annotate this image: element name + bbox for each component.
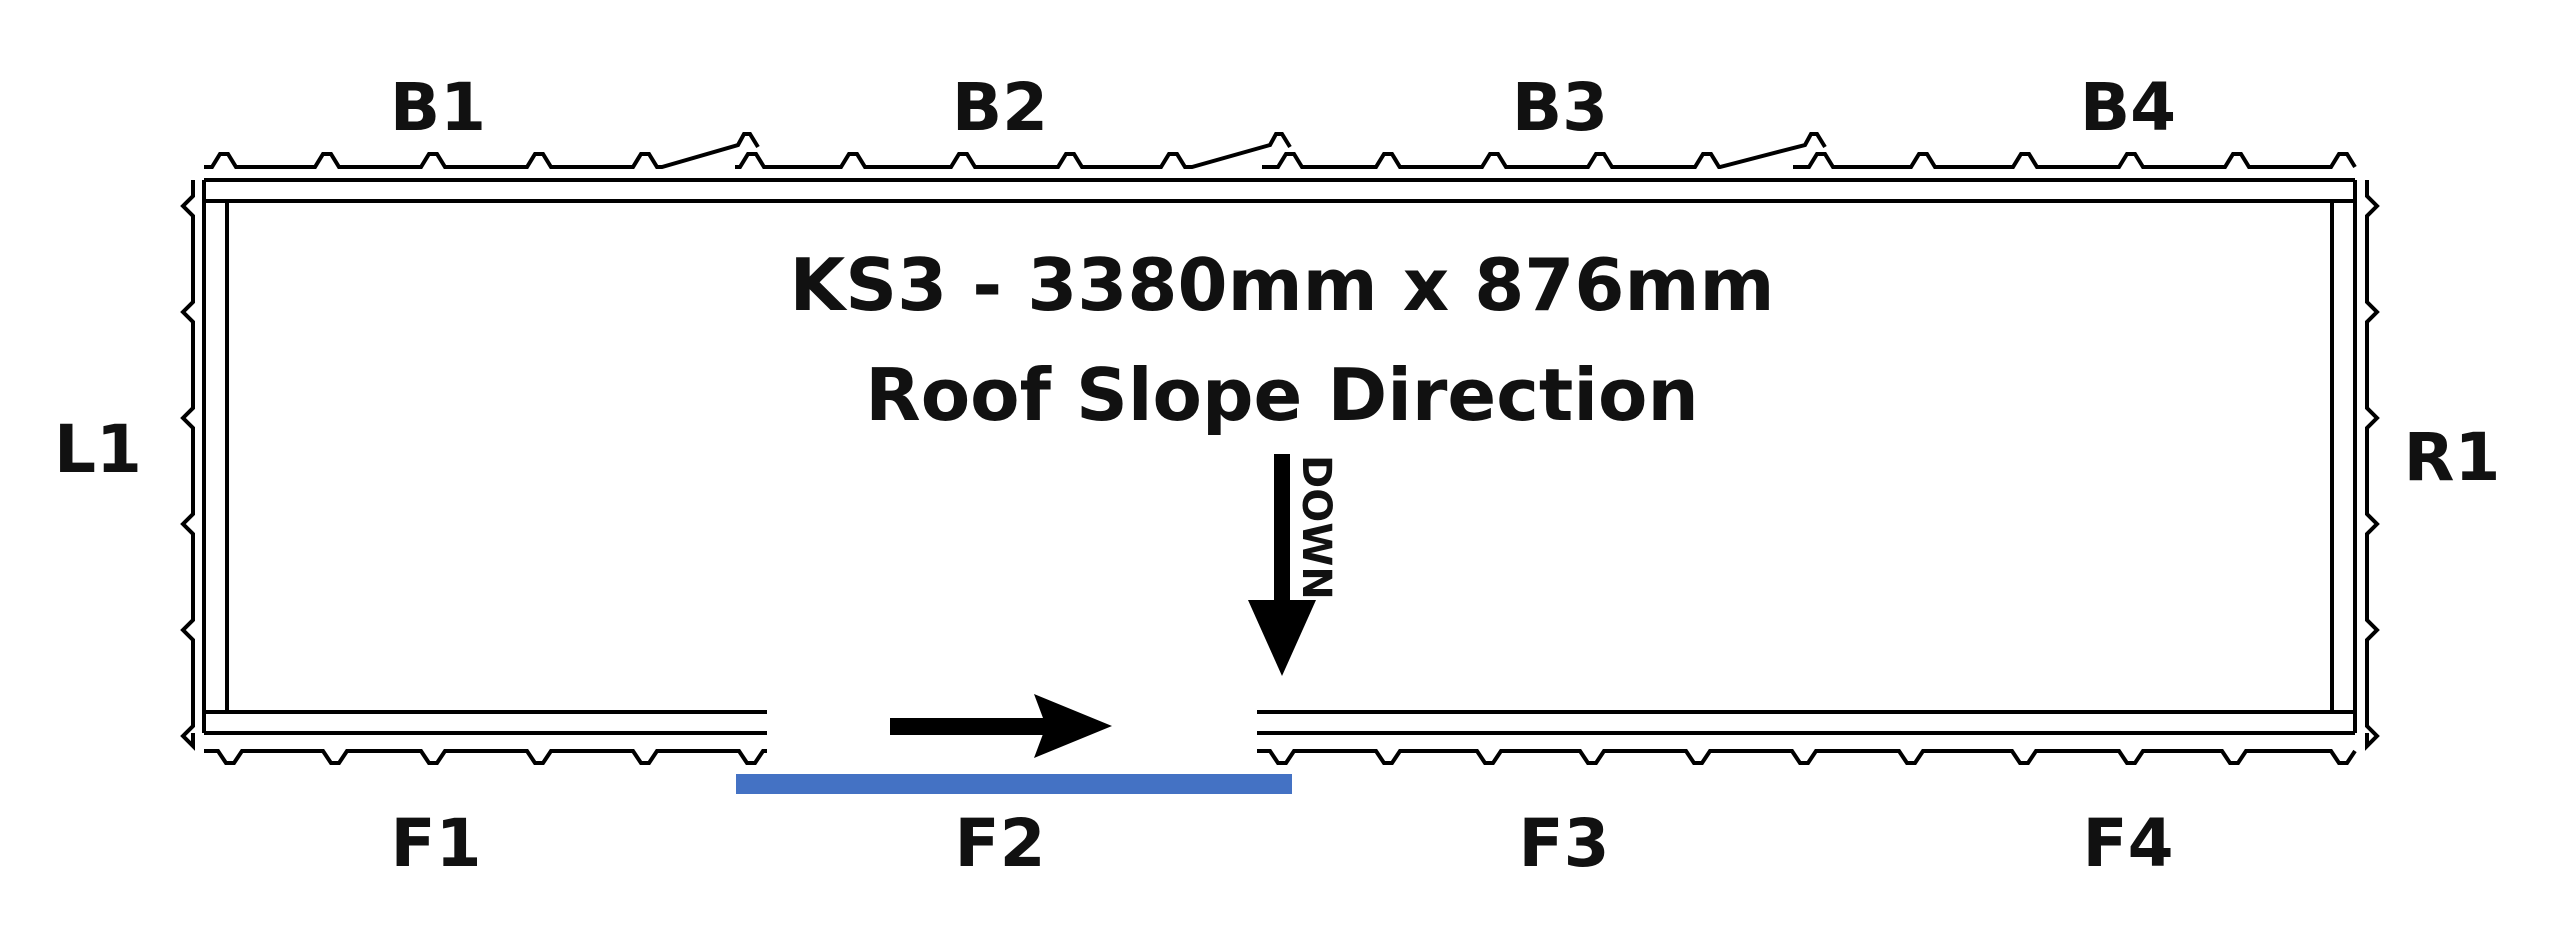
diagram-subtitle: Roof Slope Direction <box>865 353 1698 437</box>
right-arrow-shaft <box>890 718 1050 735</box>
back-sheet-profile-1 <box>204 132 760 169</box>
down-arrow-shaft <box>1274 454 1290 604</box>
edge-label-r1: R1 <box>2404 419 2501 496</box>
front-sheet-profile-1 <box>204 749 767 765</box>
edge-label-l1: L1 <box>54 411 142 488</box>
edge-label-b1: B1 <box>390 69 486 146</box>
edge-label-f3: F3 <box>1518 805 1609 882</box>
right-sheet-profile <box>2365 180 2380 751</box>
back-sheet-profile-4 <box>1793 152 2357 169</box>
edge-label-b3: B3 <box>1512 69 1608 146</box>
sheet-profiles <box>180 132 2380 765</box>
diagram-title: KS3 - 3380mm x 876mm <box>789 243 1774 327</box>
highlight-edge-f2 <box>736 774 1292 794</box>
back-sheet-profile-2 <box>735 132 1292 169</box>
edge-label-f2: F2 <box>954 805 1045 882</box>
right-arrow-head <box>1034 694 1112 758</box>
roof-frame <box>202 178 2357 735</box>
down-arrow-head <box>1248 600 1316 676</box>
back-sheet-profile-3 <box>1262 132 1827 169</box>
edge-label-f4: F4 <box>2082 805 2173 882</box>
edge-label-b4: B4 <box>2080 69 2176 146</box>
left-sheet-profile <box>180 180 195 751</box>
edge-label-b2: B2 <box>952 69 1048 146</box>
front-sheet-profile-2 <box>1257 749 2357 765</box>
edge-label-f1: F1 <box>390 805 481 882</box>
direction-label: DOWN <box>1293 455 1339 600</box>
